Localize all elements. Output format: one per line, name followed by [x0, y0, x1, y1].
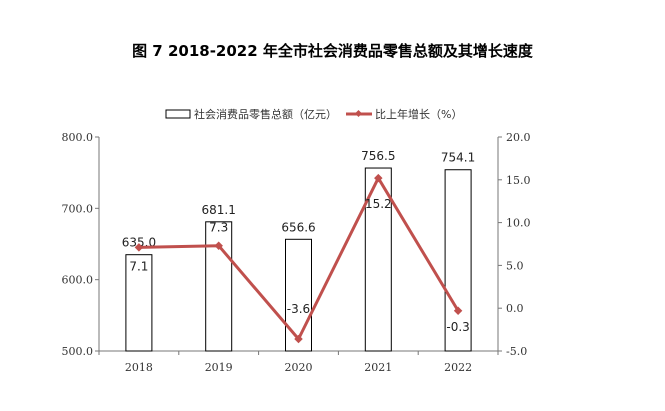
growth-value-label: 7.3 — [209, 221, 228, 235]
legend-line-label: 比上年增长（%） — [375, 107, 462, 121]
x-tick-label: 2022 — [444, 361, 472, 374]
right-tick-label: 15.0 — [506, 174, 531, 187]
left-tick-label: 600.0 — [62, 274, 94, 287]
bar-2019 — [205, 221, 233, 352]
right-tick-label: 20.0 — [506, 131, 531, 144]
growth-point-2021 — [374, 173, 383, 183]
right-tick-label: 5.0 — [506, 259, 524, 272]
growth-point-2019 — [214, 241, 223, 250]
bar-2020 — [285, 238, 312, 352]
x-tick-label: 2020 — [285, 361, 313, 374]
growth-point-2022 — [453, 306, 463, 316]
legend-line-marker — [354, 109, 363, 118]
right-tick-label: 10.0 — [506, 217, 531, 230]
legend-bar-swatch — [165, 109, 191, 119]
bar-value-label: 681.1 — [202, 203, 236, 217]
bar-2018 — [125, 254, 153, 352]
right-tick-label: 0.0 — [506, 302, 524, 315]
growth-value-label: -3.6 — [287, 302, 310, 316]
growth-point-2018 — [134, 243, 144, 252]
left-tick-label: 500.0 — [62, 345, 94, 358]
right-tick-label: -5.0 — [506, 345, 527, 358]
growth-value-label: 7.1 — [129, 259, 148, 273]
bar-value-label: 656.6 — [281, 220, 315, 234]
bar-2022 — [444, 169, 472, 352]
bar-value-label: 754.1 — [441, 151, 475, 165]
growth-point-2020 — [294, 334, 303, 344]
chart-title: 图 7 2018-2022 年全市社会消费品零售总额及其增长速度 — [132, 42, 533, 60]
growth-value-label: 15.2 — [365, 197, 392, 211]
legend-bar-label: 社会消费品零售总额（亿元） — [194, 107, 337, 121]
x-tick-label: 2018 — [125, 361, 153, 374]
left-tick-label: 800.0 — [62, 131, 94, 144]
left-tick-label: 700.0 — [62, 202, 94, 215]
x-tick-label: 2021 — [364, 361, 392, 374]
bar-value-label: 756.5 — [361, 149, 395, 163]
growth-value-label: -0.3 — [446, 320, 469, 334]
x-tick-label: 2019 — [205, 361, 233, 374]
